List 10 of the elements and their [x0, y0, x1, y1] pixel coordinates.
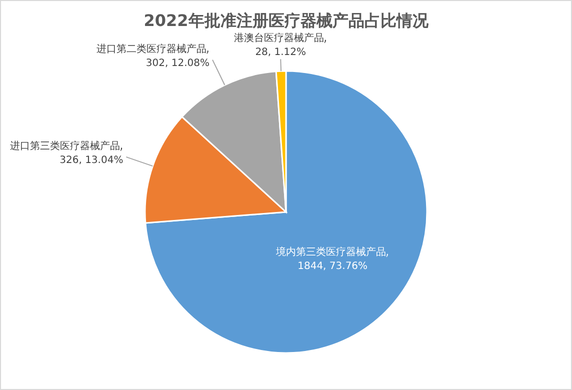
slice-label: 进口第三类医疗器械产品: [10, 140, 120, 152]
slice-label: 港澳台医疗器械产品: [234, 32, 324, 44]
slice-label: 境内第三类医疗器械产品: [275, 246, 386, 258]
data-label: 302, 12.08%: [146, 58, 210, 69]
data-label: 28, 1.12%: [255, 47, 306, 58]
data-label: 1844, 73.76%: [298, 261, 368, 272]
slice-label: 进口第二类医疗器械产品: [96, 42, 207, 55]
chart-title: 2022年批准注册医疗器械产品占比情况: [144, 11, 430, 30]
pie-slice: [144, 70, 428, 354]
data-label: 326, 13.04%: [60, 154, 124, 166]
